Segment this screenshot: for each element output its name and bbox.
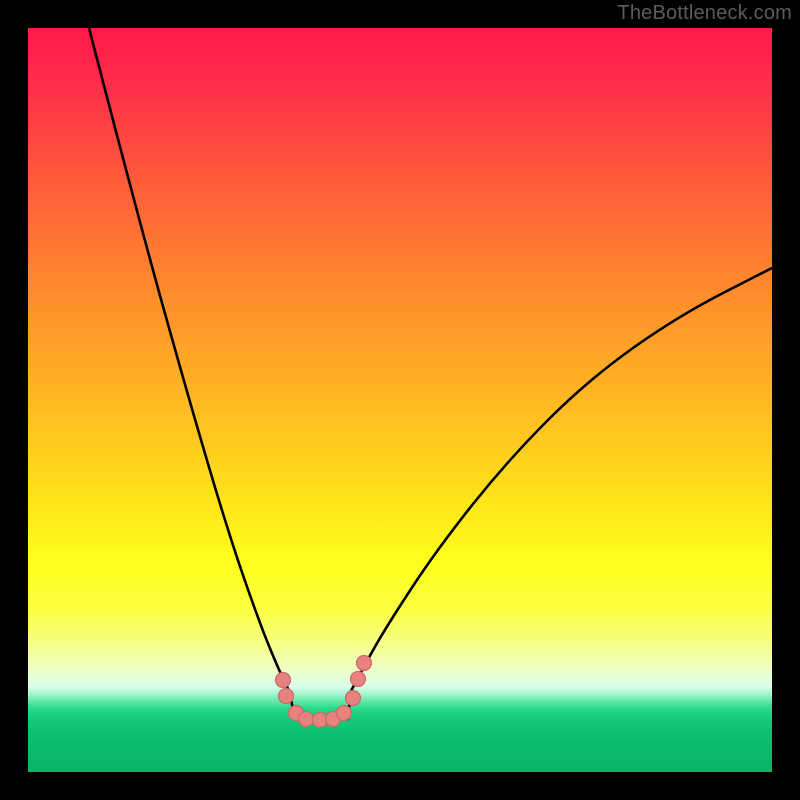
plot-area bbox=[28, 28, 772, 772]
watermark-text: TheBottleneck.com bbox=[617, 2, 792, 25]
data-marker bbox=[351, 672, 366, 687]
data-marker bbox=[357, 656, 372, 671]
curves-layer bbox=[28, 28, 772, 772]
data-marker bbox=[276, 673, 291, 688]
marker-group bbox=[276, 656, 372, 728]
curve-left-line bbox=[89, 28, 290, 693]
data-marker bbox=[346, 691, 361, 706]
chart-frame: TheBottleneck.com bbox=[0, 0, 800, 800]
data-marker bbox=[279, 689, 294, 704]
curve-right-line bbox=[350, 268, 772, 693]
data-marker bbox=[337, 706, 352, 721]
data-marker bbox=[299, 712, 314, 727]
